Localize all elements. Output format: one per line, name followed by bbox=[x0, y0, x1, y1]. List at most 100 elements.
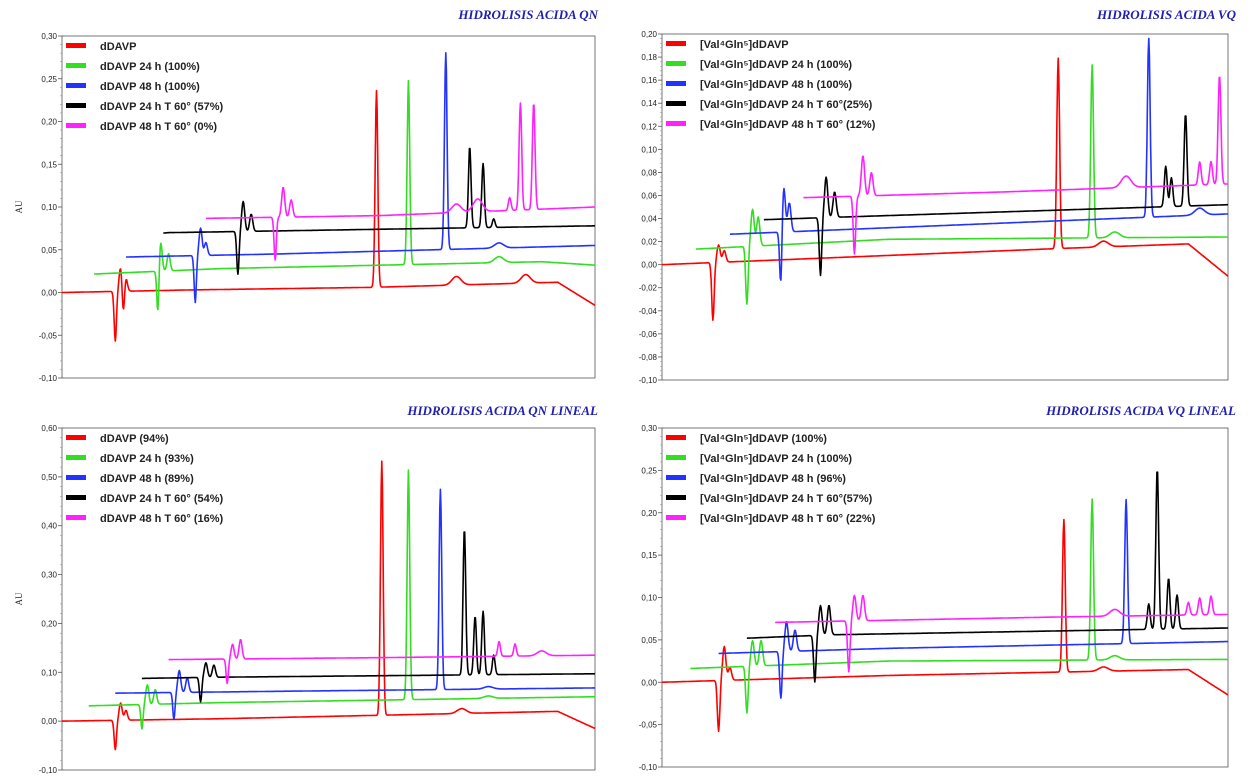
legend-swatch bbox=[666, 435, 686, 440]
y-tick-label: 0,25 bbox=[41, 75, 57, 84]
y-tick-label: 0,12 bbox=[641, 122, 657, 131]
chart-panel-vq: HIDROLISIS ACIDA VQ -0,10 -0,08 -0,06 -0,04… bbox=[614, 0, 1250, 390]
y-tick-label: 0,10 bbox=[41, 203, 57, 212]
legend-label: [Val⁴Gln⁵]dDAVP 24 h (100%) bbox=[700, 453, 852, 465]
legend-swatch bbox=[66, 435, 86, 440]
legend-swatch bbox=[66, 475, 86, 480]
legend-swatch bbox=[666, 121, 686, 126]
legend-label: [Val⁴Gln⁵]dDAVP 48 h (100%) bbox=[700, 79, 852, 91]
y-tick-label: 0,50 bbox=[41, 473, 57, 482]
y-tick-label: -0,10 bbox=[639, 376, 658, 385]
legend-swatch bbox=[666, 41, 686, 46]
legend-label: [Val⁴Gln⁵]dDAVP 48 h T 60° (12%) bbox=[700, 119, 876, 131]
series-line bbox=[803, 76, 1229, 255]
y-tick-label: 0,00 bbox=[641, 261, 657, 270]
legend-label: dDAVP bbox=[100, 41, 136, 53]
chart-title: HIDROLISIS ACIDA VQ LINEAL bbox=[1046, 403, 1236, 418]
series-line bbox=[763, 115, 1229, 277]
legend-label: dDAVP 24 h (93%) bbox=[100, 453, 194, 465]
legend-swatch bbox=[66, 103, 86, 108]
legend-label: dDAVP 24 h T 60° (54%) bbox=[100, 493, 224, 505]
chart-plot: -0,10 0,00 0,10 0,20 0,30 0,40 0,50 0,60 AU dDAVP… bbox=[14, 424, 596, 775]
series-line bbox=[695, 64, 1229, 305]
y-tick-label: 0,06 bbox=[641, 191, 657, 200]
legend-label: [Val⁴Gln⁵]dDAVP 24 h T 60°(25%) bbox=[700, 99, 873, 111]
chart-title: HIDROLISIS ACIDA QN LINEAL bbox=[407, 403, 598, 418]
series-line bbox=[661, 518, 1229, 733]
y-tick-label: 0,05 bbox=[41, 246, 57, 255]
y-tick-label: 0,00 bbox=[41, 289, 57, 298]
series-line bbox=[168, 639, 596, 685]
legend-label: dDAVP (94%) bbox=[100, 433, 169, 445]
series-line bbox=[205, 102, 596, 261]
legend-swatch bbox=[66, 515, 86, 520]
series-line bbox=[729, 37, 1229, 281]
legend-label: [Val⁴Gln⁵]dDAVP 24 h (100%) bbox=[700, 59, 852, 71]
y-tick-label: 0,15 bbox=[41, 160, 57, 169]
legend-swatch bbox=[66, 83, 86, 88]
y-axis-label: AU bbox=[14, 200, 24, 213]
y-tick-label: 0,25 bbox=[641, 466, 657, 475]
legend-swatch bbox=[666, 101, 686, 106]
y-tick-label: 0,02 bbox=[641, 238, 657, 247]
legend-label: dDAVP 48 h T 60° (0%) bbox=[100, 121, 217, 133]
series-line bbox=[141, 531, 596, 703]
plot-frame bbox=[661, 33, 1229, 381]
y-tick-label: 0,00 bbox=[641, 678, 657, 687]
series-line bbox=[163, 147, 596, 275]
y-tick-label: 0,20 bbox=[641, 509, 657, 518]
chart-plot: -0,10 -0,08 -0,06 -0,04 -0,02 0,00 0,02 0,04 0,0… bbox=[614, 30, 1229, 385]
y-tick-label: 0,16 bbox=[641, 76, 657, 85]
legend-label: [Val⁴Gln⁵]dDAVP 48 h T 60° (22%) bbox=[700, 513, 876, 525]
y-tick-label: 0,05 bbox=[641, 636, 657, 645]
y-tick-label: 0,10 bbox=[41, 668, 57, 677]
series-line bbox=[61, 460, 596, 751]
chart-plot: -0,10 -0,05 0,00 0,05 0,10 0,15 0,20 0,25 0,30 AU… bbox=[14, 32, 596, 383]
series-line bbox=[115, 488, 596, 721]
y-tick-label: 0,30 bbox=[41, 571, 57, 580]
y-tick-label: -0,04 bbox=[639, 307, 658, 316]
series-line bbox=[125, 52, 596, 304]
series-line bbox=[718, 498, 1229, 699]
y-tick-label: -0,10 bbox=[39, 766, 58, 775]
series-line bbox=[746, 471, 1229, 683]
legend-label: dDAVP 48 h T 60° (16%) bbox=[100, 513, 224, 525]
legend-swatch bbox=[666, 61, 686, 66]
legend-swatch bbox=[66, 455, 86, 460]
y-tick-label: 0,08 bbox=[641, 168, 657, 177]
chart-title: HIDROLISIS ACIDA VQ bbox=[1097, 7, 1236, 22]
legend-label: dDAVP 24 h (100%) bbox=[100, 61, 200, 73]
y-axis-label: AU bbox=[14, 592, 24, 605]
legend-swatch bbox=[666, 515, 686, 520]
series-line bbox=[661, 57, 1229, 321]
y-tick-label: 0,04 bbox=[641, 215, 657, 224]
y-tick-label: 0,20 bbox=[41, 118, 57, 127]
y-tick-label: -0,02 bbox=[639, 284, 658, 293]
legend-swatch bbox=[66, 495, 86, 500]
y-tick-label: -0,08 bbox=[639, 353, 658, 362]
legend-label: dDAVP 48 h (89%) bbox=[100, 473, 194, 485]
chart-title: HIDROLISIS ACIDA QN bbox=[458, 7, 598, 22]
y-tick-label: 0,10 bbox=[641, 594, 657, 603]
y-tick-label: -0,06 bbox=[639, 330, 658, 339]
legend-label: [Val⁴Gln⁵]dDAVP 24 h T 60°(57%) bbox=[700, 493, 873, 505]
y-tick-label: 0,20 bbox=[41, 619, 57, 628]
y-tick-label: 0,30 bbox=[641, 424, 657, 433]
series-line bbox=[61, 89, 596, 342]
y-tick-label: 0,10 bbox=[641, 145, 657, 154]
y-tick-label: 0,30 bbox=[41, 32, 57, 41]
y-tick-label: -0,05 bbox=[39, 331, 58, 340]
legend-label: [Val⁴Gln⁵]dDAVP 48 h (96%) bbox=[700, 473, 846, 485]
legend-swatch bbox=[666, 475, 686, 480]
series-line bbox=[690, 498, 1229, 714]
y-tick-label: 0,14 bbox=[641, 99, 657, 108]
chart-panel-vq-lineal: HIDROLISIS ACIDA VQ LINEAL -0,10 -0,05 0,0… bbox=[614, 392, 1250, 778]
y-tick-label: 0,20 bbox=[641, 30, 657, 39]
chart-panel-qn-lineal: HIDROLISIS ACIDA QN LINEAL -0,10 0,00 0,10… bbox=[0, 392, 620, 778]
y-tick-label: 0,60 bbox=[41, 424, 57, 433]
series-line bbox=[775, 594, 1229, 673]
y-tick-label: 0,18 bbox=[641, 53, 657, 62]
legend-label: [Val⁴Gln⁵]dDAVP bbox=[700, 39, 789, 51]
chart-panel-qn: HIDROLISIS ACIDA QN -0,10 -0,05 0,00 0,05 0,… bbox=[0, 0, 620, 390]
legend-swatch bbox=[666, 81, 686, 86]
